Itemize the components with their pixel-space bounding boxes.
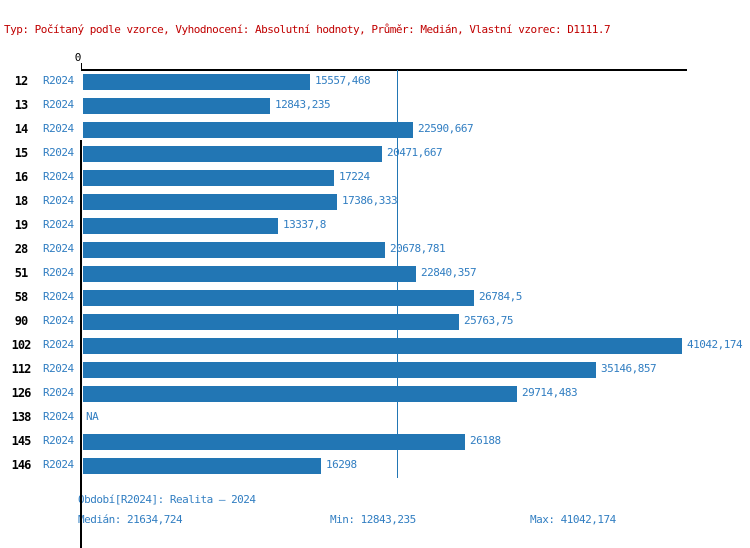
bar-value-label: NA [86,410,99,423]
chart-row: 112 R2024 35146,857 [0,358,750,382]
row-id-label: 12 [14,74,28,88]
bar [83,242,385,258]
x-axis-zero-label: 0 [74,51,82,64]
chart-row: 14 R2024 22590,667 [0,118,750,142]
row-series-label: R2024 [43,242,74,255]
row-id-label: 146 [11,458,32,472]
bar-value-label: 25763,75 [464,314,513,327]
row-id-label: 58 [14,290,28,304]
bar [83,146,382,162]
chart-row: 145 R2024 26188 [0,430,750,454]
median-stat-label: Medián: 21634,724 [78,513,183,526]
row-id-label: 28 [14,242,28,256]
row-series-label: R2024 [43,218,74,231]
bar-value-label: 26784,5 [479,290,522,303]
row-id-label: 90 [14,314,28,328]
bar-value-label: 22590,667 [418,122,474,135]
bar-value-label: 20678,781 [390,242,446,255]
chart-row: 19 R2024 13337,8 [0,214,750,238]
row-series-label: R2024 [43,458,74,471]
row-id-label: 19 [14,218,28,232]
row-id-label: 102 [11,338,32,352]
row-series-label: R2024 [43,338,74,351]
row-series-label: R2024 [43,386,74,399]
chart-row: 90 R2024 25763,75 [0,310,750,334]
chart-row: 12 R2024 15557,468 [0,70,750,94]
bar [83,170,334,186]
bar-value-label: 35146,857 [601,362,657,375]
bar-value-label: 17386,333 [342,194,398,207]
row-series-label: R2024 [43,434,74,447]
bar [83,386,517,402]
max-stat-label: Max: 41042,174 [530,513,616,526]
chart-row: 16 R2024 17224 [0,166,750,190]
row-id-label: 13 [14,98,28,112]
bar-value-label: 20471,667 [387,146,443,159]
bar [83,122,413,138]
bar [83,98,270,114]
row-series-label: R2024 [43,410,74,423]
bar-chart-plot-area: 12 R2024 15557,468 13 R2024 12843,235 14 R2024 2… [0,70,750,548]
row-series-label: R2024 [43,194,74,207]
row-id-label: 51 [14,266,28,280]
bar-value-label: 13337,8 [283,218,326,231]
bar [83,266,416,282]
bar [83,218,278,234]
y-axis-line [80,140,82,548]
row-series-label: R2024 [43,170,74,183]
row-id-label: 126 [11,386,32,400]
chart-row: 102 R2024 41042,174 [0,334,750,358]
bar [83,290,474,306]
bar-value-label: 22840,357 [421,266,477,279]
bar-value-label: 12843,235 [275,98,331,111]
chart-row: 58 R2024 26784,5 [0,286,750,310]
row-id-label: 112 [11,362,32,376]
row-id-label: 138 [11,410,32,424]
row-series-label: R2024 [43,122,74,135]
row-series-label: R2024 [43,74,74,87]
row-id-label: 15 [14,146,28,160]
bar [83,362,596,378]
bar-value-label: 15557,468 [315,74,371,87]
row-id-label: 16 [14,170,28,184]
bar-value-label: 17224 [339,170,370,183]
x-axis-zero-tick [81,63,82,70]
row-series-label: R2024 [43,290,74,303]
chart-row: 13 R2024 12843,235 [0,94,750,118]
row-id-label: 18 [14,194,28,208]
bar [83,194,337,210]
x-axis-line [81,69,687,71]
chart-settings-text: Typ: Počítaný podle vzorce, Vyhodnocení:… [4,23,611,36]
chart-row: 51 R2024 22840,357 [0,262,750,286]
bar-value-label: 29714,483 [522,386,578,399]
chart-row: 138 R2024 NA [0,406,750,430]
min-stat-label: Min: 12843,235 [330,513,416,526]
bar [83,314,459,330]
row-series-label: R2024 [43,266,74,279]
bar-value-label: 41042,174 [687,338,743,351]
bar-value-label: 26188 [470,434,501,447]
bar [83,458,321,474]
period-label: Období[R2024]: Realita – 2024 [78,493,256,506]
row-series-label: R2024 [43,98,74,111]
bar [83,74,310,90]
row-series-label: R2024 [43,146,74,159]
chart-row: 18 R2024 17386,333 [0,190,750,214]
bar [83,434,465,450]
row-id-label: 145 [11,434,32,448]
chart-row: 146 R2024 16298 [0,454,750,478]
bar-value-label: 16298 [326,458,357,471]
chart-row: 28 R2024 20678,781 [0,238,750,262]
chart-row: 126 R2024 29714,483 [0,382,750,406]
row-series-label: R2024 [43,314,74,327]
bar [83,338,682,354]
chart-row: 15 R2024 20471,667 [0,142,750,166]
row-id-label: 14 [14,122,28,136]
row-series-label: R2024 [43,362,74,375]
